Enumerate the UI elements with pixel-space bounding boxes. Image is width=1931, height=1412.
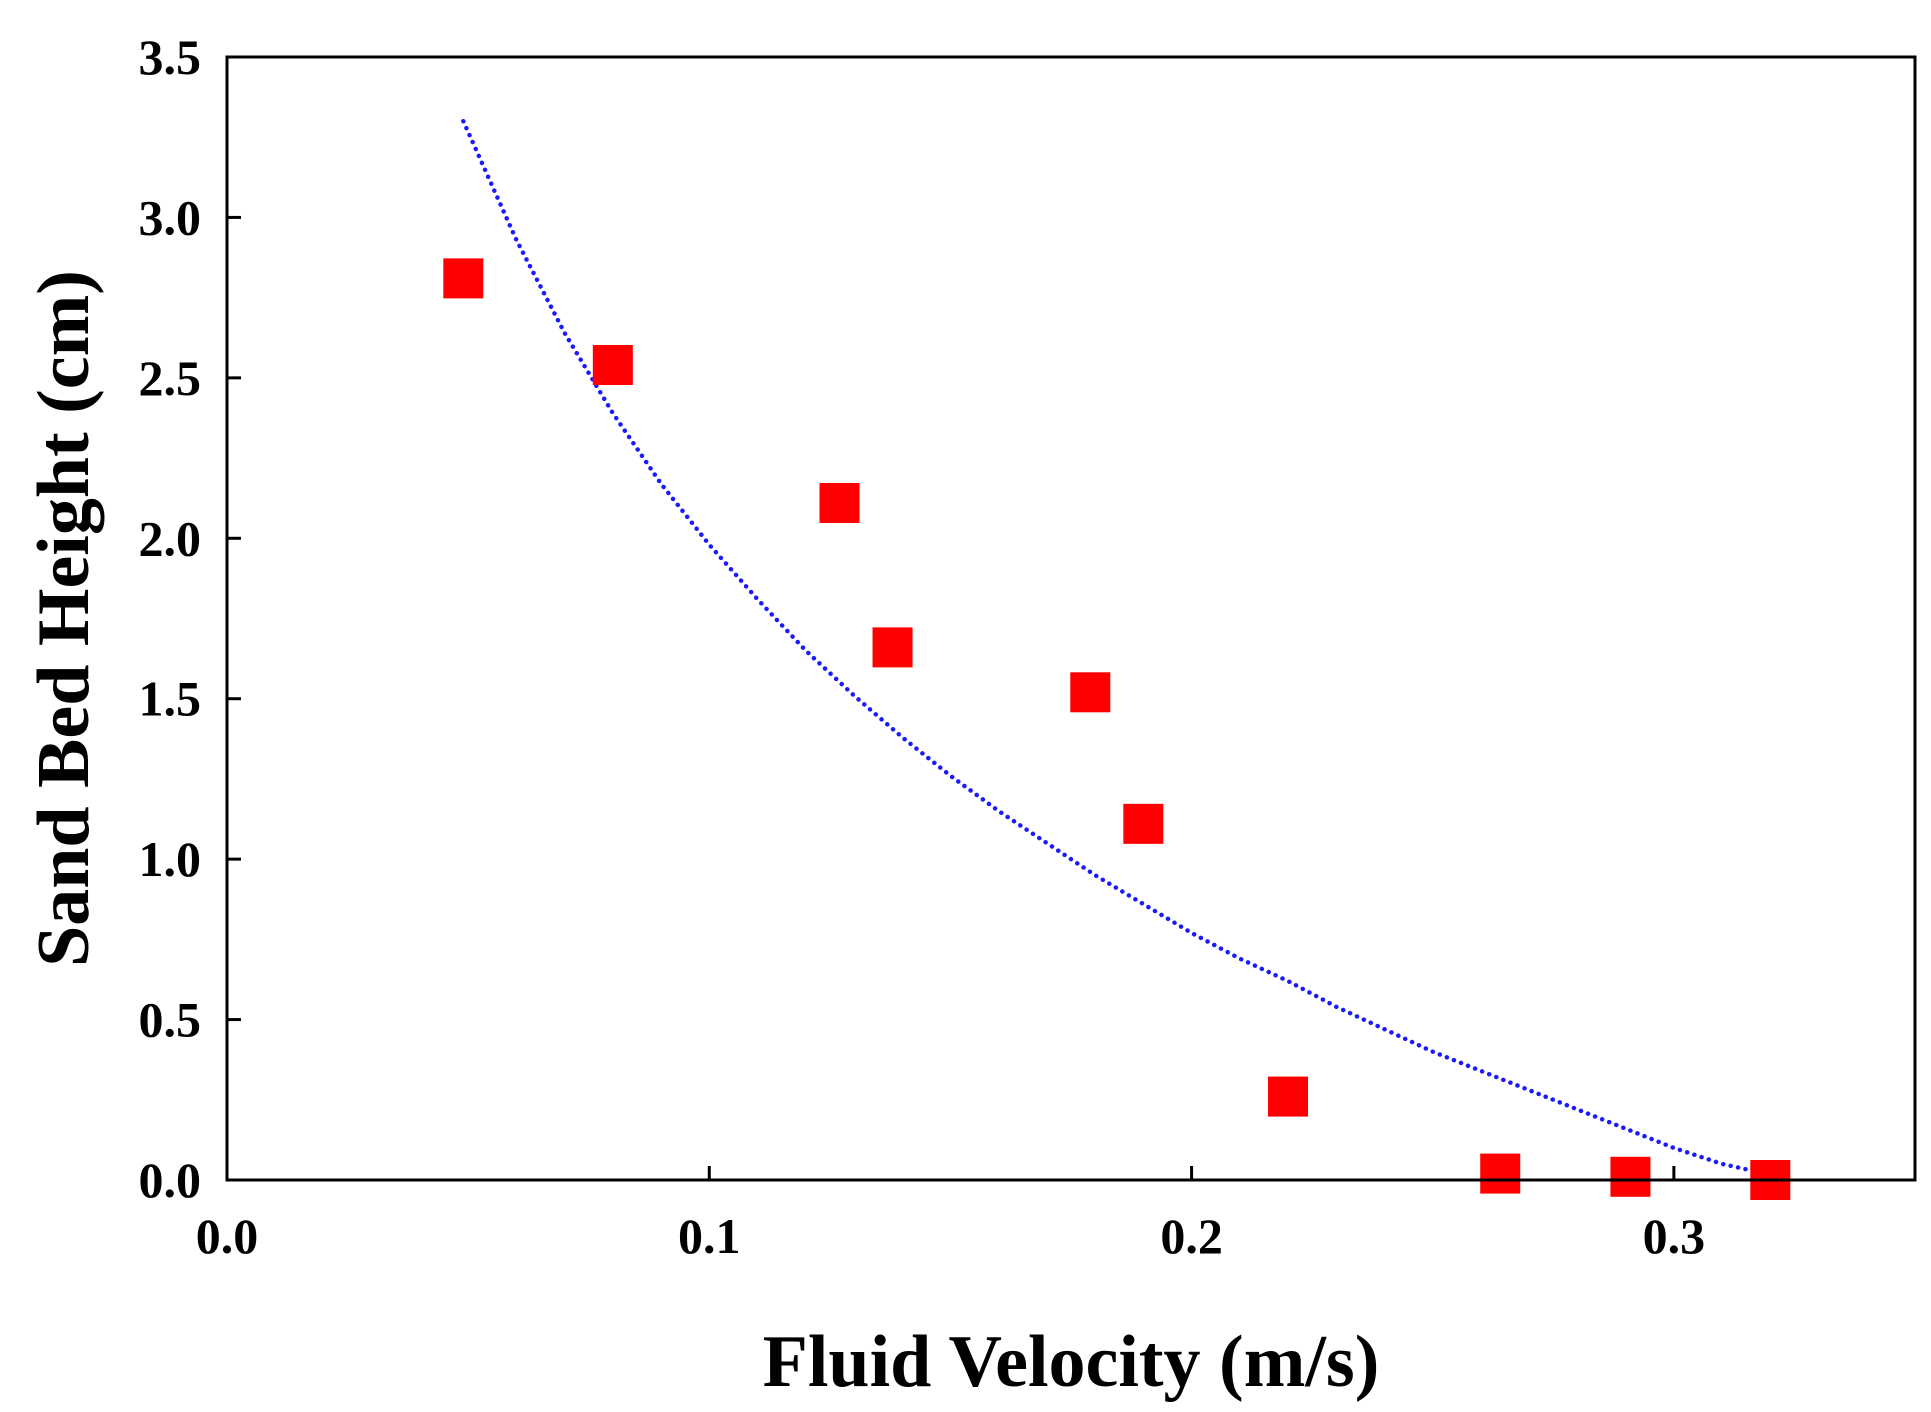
data-point [1480,1153,1521,1194]
x-axis-title: Fluid Velocity (m/s) [763,1321,1380,1403]
x-tick-label: 0.0 [196,1208,259,1264]
data-point [1268,1076,1309,1117]
data-point [443,258,484,299]
plot-frame [225,55,1917,1182]
y-tick-label: 1.5 [139,671,202,727]
y-tick-label: 0.5 [139,992,202,1048]
data-point [1610,1156,1651,1197]
x-tick-label: 0.3 [1643,1208,1706,1264]
x-axis-ticks: 0.0 0.1 0.2 0.3 [196,1166,1705,1264]
x-tick-label: 0.1 [678,1208,741,1264]
plot-series [443,118,1791,1200]
data-point [819,482,860,523]
data-point [1070,672,1111,713]
y-tick-label: 1.0 [139,831,202,887]
x-tick-label: 0.2 [1160,1208,1223,1264]
fit-curve [461,118,1768,1176]
data-point [872,627,913,668]
y-axis-title: Sand Bed Height (cm) [23,270,105,967]
y-tick-label: 2.0 [139,510,202,566]
data-point [592,345,633,386]
y-tick-label: 0.0 [139,1152,202,1208]
data-point [1123,803,1164,844]
y-axis-ticks: 0.0 0.5 1.0 1.5 2.0 2.5 3.0 3.5 [139,29,241,1208]
y-tick-label: 2.5 [139,350,202,406]
y-tick-label: 3.5 [139,29,202,85]
y-tick-label: 3.0 [139,189,202,245]
